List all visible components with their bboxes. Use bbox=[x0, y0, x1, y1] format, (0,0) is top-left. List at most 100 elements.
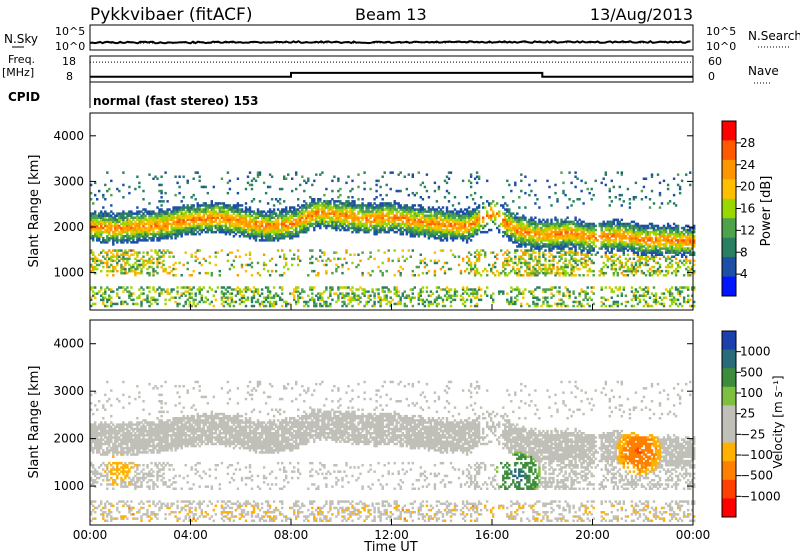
power-cell bbox=[116, 269, 119, 273]
power-cell bbox=[381, 175, 384, 178]
power-cell bbox=[212, 304, 215, 308]
power-cell bbox=[351, 286, 354, 289]
power-cell bbox=[363, 171, 366, 174]
power-cell bbox=[283, 271, 286, 275]
power-cell bbox=[110, 214, 113, 217]
power-cell bbox=[162, 267, 165, 271]
power-cell bbox=[506, 204, 509, 207]
power-cell bbox=[142, 208, 145, 211]
power-cell bbox=[198, 249, 201, 252]
power-cell bbox=[272, 286, 276, 289]
power-cell bbox=[490, 206, 493, 209]
power-cell bbox=[463, 304, 467, 308]
power-cell bbox=[283, 200, 286, 203]
power-cell bbox=[110, 296, 113, 299]
power-cell bbox=[542, 263, 545, 267]
power-cell bbox=[482, 202, 485, 205]
power-cell bbox=[506, 292, 509, 295]
power-cell bbox=[582, 274, 585, 277]
power-cell bbox=[419, 196, 422, 199]
power-cell bbox=[518, 288, 521, 291]
power-cell bbox=[102, 230, 105, 234]
power-cell bbox=[510, 257, 513, 261]
power-cell bbox=[196, 257, 199, 261]
power-cell bbox=[413, 286, 416, 289]
power-cell bbox=[118, 255, 121, 258]
power-cell bbox=[160, 218, 163, 222]
power-cell bbox=[522, 274, 525, 277]
power-cell bbox=[160, 226, 163, 230]
power-cell bbox=[154, 220, 157, 224]
power-cell bbox=[373, 300, 376, 304]
power-cell bbox=[124, 253, 127, 256]
power-cell bbox=[108, 228, 111, 232]
power-cell bbox=[264, 191, 268, 195]
power-cell bbox=[150, 302, 153, 306]
power-cell bbox=[114, 232, 117, 236]
power-cell bbox=[490, 228, 493, 232]
nsky-series bbox=[89, 40, 691, 45]
power-cell bbox=[262, 253, 266, 256]
power-cell bbox=[114, 255, 117, 258]
power-cell bbox=[90, 237, 93, 240]
power-cell bbox=[162, 249, 165, 252]
power-cell bbox=[142, 189, 145, 193]
power-cell bbox=[299, 292, 302, 295]
power-cell bbox=[152, 235, 155, 238]
power-cell bbox=[134, 241, 137, 244]
power-cell bbox=[399, 265, 402, 269]
power-cell bbox=[140, 216, 143, 219]
power-cell bbox=[106, 286, 109, 289]
power-cell bbox=[459, 294, 463, 297]
power-cell bbox=[96, 267, 99, 271]
power-cell bbox=[122, 267, 125, 271]
power-cell bbox=[226, 191, 230, 195]
power-cell bbox=[142, 298, 145, 302]
power-cell bbox=[126, 222, 129, 226]
power-cell bbox=[104, 218, 107, 222]
power-cell bbox=[150, 232, 153, 236]
power-cell bbox=[144, 239, 147, 242]
power-cell bbox=[502, 196, 505, 199]
power-cell bbox=[104, 198, 107, 201]
power-cell bbox=[152, 288, 155, 291]
power-cell bbox=[417, 265, 420, 269]
power-cell bbox=[156, 298, 159, 302]
power-cell bbox=[94, 271, 97, 275]
power-cell bbox=[112, 216, 115, 219]
power-cell bbox=[278, 210, 282, 213]
power-cell bbox=[455, 290, 459, 293]
power-cell bbox=[528, 183, 531, 187]
power-cell bbox=[94, 193, 97, 197]
power-cell bbox=[134, 230, 137, 234]
power-cell bbox=[152, 257, 155, 261]
power-cell bbox=[108, 187, 111, 191]
power-cell bbox=[136, 267, 139, 271]
power-cell bbox=[160, 191, 163, 195]
power-cell bbox=[369, 294, 372, 297]
power-cell bbox=[285, 261, 288, 265]
power-cell bbox=[297, 249, 300, 252]
power-cell bbox=[347, 292, 350, 295]
power-cell bbox=[120, 302, 123, 306]
power-cell bbox=[132, 241, 135, 244]
power-cell bbox=[479, 274, 483, 277]
freq-tick-bottom: 8 bbox=[66, 70, 73, 83]
power-cell bbox=[313, 286, 316, 289]
power-cell bbox=[313, 198, 316, 201]
power-cell bbox=[162, 226, 165, 230]
power-cell bbox=[278, 286, 282, 289]
power-cell bbox=[98, 253, 101, 256]
power-cell bbox=[524, 206, 527, 209]
power-cell bbox=[142, 288, 145, 291]
power-cell bbox=[250, 265, 254, 269]
power-cell bbox=[106, 255, 109, 258]
power-cell bbox=[351, 196, 354, 199]
power-cell bbox=[94, 212, 97, 215]
power-cell bbox=[148, 290, 151, 293]
power-cell bbox=[128, 263, 131, 267]
power-cell bbox=[192, 193, 195, 197]
power-cell bbox=[419, 204, 422, 207]
power-cell bbox=[307, 177, 310, 180]
power-cell bbox=[138, 259, 141, 263]
